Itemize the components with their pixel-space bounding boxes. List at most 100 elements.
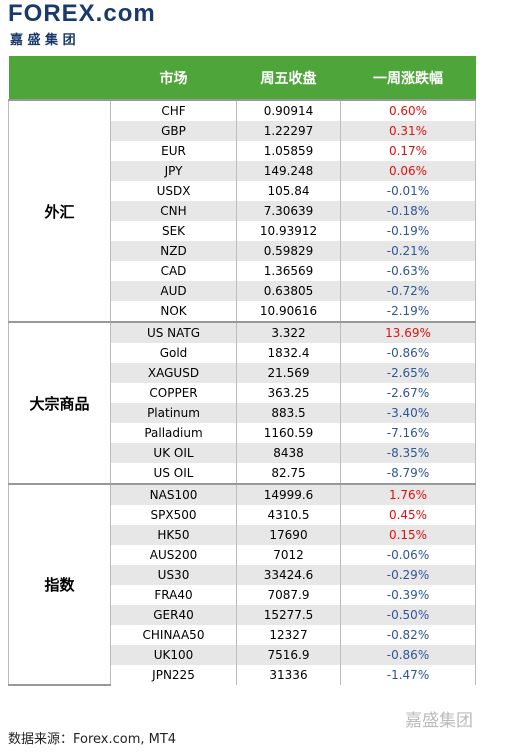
market: CHINAA50 xyxy=(110,625,237,645)
market: Palladium xyxy=(110,423,237,443)
row: SPX500 4310.5 0.45% xyxy=(9,505,476,525)
close: 31336 xyxy=(236,665,341,685)
close: 0.90914 xyxy=(236,99,341,121)
row: GER40 15277.5 -0.50% xyxy=(9,605,476,625)
row: XAGUSD 21.569 -2.65% xyxy=(9,363,476,383)
row: AUS200 7012 -0.06% xyxy=(9,545,476,565)
change: -0.01% xyxy=(340,181,476,201)
source: 数据来源：Forex.com, MT4 xyxy=(8,732,177,747)
close: 82.75 xyxy=(236,463,341,484)
row: NZD 0.59829 -0.21% xyxy=(9,241,476,261)
watermark: 嘉盛集团 xyxy=(405,711,473,731)
change: 0.45% xyxy=(340,505,476,525)
change: -8.79% xyxy=(340,463,476,484)
change: -0.72% xyxy=(340,281,476,301)
market: UK OIL xyxy=(110,443,237,463)
close: 17690 xyxy=(236,525,341,545)
close: 0.63805 xyxy=(236,281,341,301)
row: Palladium 1160.59 -7.16% xyxy=(9,423,476,443)
header-cell: 周五收盘 xyxy=(236,56,341,100)
logo: FOREX.com xyxy=(8,0,156,27)
close: 7.30639 xyxy=(236,201,341,221)
close: 21.569 xyxy=(236,363,341,383)
change: -0.18% xyxy=(340,201,476,221)
header-cell: 市场 xyxy=(110,56,237,100)
market: USDX xyxy=(110,181,237,201)
change: -8.35% xyxy=(340,443,476,463)
close: 7087.9 xyxy=(236,585,341,605)
change: 0.31% xyxy=(340,121,476,141)
market: EUR xyxy=(110,141,237,161)
close: 14999.6 xyxy=(236,483,341,505)
row: JPN225 31336 -1.47% xyxy=(9,665,476,685)
market: US OIL xyxy=(110,463,237,484)
change: -0.06% xyxy=(340,545,476,565)
market: HK50 xyxy=(110,525,237,545)
change: 0.60% xyxy=(340,99,476,121)
row: FRA40 7087.9 -0.39% xyxy=(9,585,476,605)
close: 7012 xyxy=(236,545,341,565)
close: 7516.9 xyxy=(236,645,341,665)
market: CNH xyxy=(110,201,237,221)
close: 8438 xyxy=(236,443,341,463)
row: 指数 NAS100 14999.6 1.76% xyxy=(8,483,476,686)
close: 10.90616 xyxy=(236,301,341,322)
change: -3.40% xyxy=(340,403,476,423)
change: 0.06% xyxy=(340,161,476,181)
change: -2.19% xyxy=(340,301,476,322)
market: US30 xyxy=(110,565,237,585)
change: -0.21% xyxy=(340,241,476,261)
change: -7.16% xyxy=(340,423,476,443)
row: US30 33424.6 -0.29% xyxy=(9,565,476,585)
change: -0.19% xyxy=(340,221,476,241)
row: EUR 1.05859 0.17% xyxy=(9,141,476,161)
company: 嘉 盛 集 团 xyxy=(10,33,76,48)
row: SEK 10.93912 -0.19% xyxy=(9,221,476,241)
market: COPPER xyxy=(110,383,237,403)
change: -0.63% xyxy=(340,261,476,281)
market: XAGUSD xyxy=(110,363,237,383)
close: 363.25 xyxy=(236,383,341,403)
group-name: 大宗商品 xyxy=(8,321,111,485)
change: -1.47% xyxy=(340,665,476,685)
change: -2.65% xyxy=(340,363,476,383)
table: 市场 周五收盘 一周涨跌幅 外汇 CHF 0.90914 0.60% GBP 1.2229… xyxy=(8,56,476,686)
close: 10.93912 xyxy=(236,221,341,241)
row: GBP 1.22297 0.31% xyxy=(9,121,476,141)
market: US NATG xyxy=(110,321,237,343)
group-name: 指数 xyxy=(8,483,111,686)
market: NZD xyxy=(110,241,237,261)
close: 1160.59 xyxy=(236,423,341,443)
row: JPY 149.248 0.06% xyxy=(9,161,476,181)
close: 1.22297 xyxy=(236,121,341,141)
row: CAD 1.36569 -0.63% xyxy=(9,261,476,281)
market: NAS100 xyxy=(110,483,237,505)
change: -0.50% xyxy=(340,605,476,625)
row: 外汇 CHF 0.90914 0.60% xyxy=(8,99,476,323)
market: NOK xyxy=(110,301,237,322)
row: HK50 17690 0.15% xyxy=(9,525,476,545)
row: US OIL 82.75 -8.79% xyxy=(9,463,476,484)
row: NOK 10.90616 -2.19% xyxy=(9,301,476,322)
market: JPY xyxy=(110,161,237,181)
market: SPX500 xyxy=(110,505,237,525)
market: CHF xyxy=(110,99,237,121)
header-cell: 一周涨跌幅 xyxy=(340,56,476,100)
change: 13.69% xyxy=(340,321,476,343)
change: -0.39% xyxy=(340,585,476,605)
row: AUD 0.63805 -0.72% xyxy=(9,281,476,301)
close: 883.5 xyxy=(236,403,341,423)
row: UK100 7516.9 -0.86% xyxy=(9,645,476,665)
change: 0.17% xyxy=(340,141,476,161)
change: 0.15% xyxy=(340,525,476,545)
close: 0.59829 xyxy=(236,241,341,261)
row: Gold 1832.4 -0.86% xyxy=(9,343,476,363)
change: -2.67% xyxy=(340,383,476,403)
close: 15277.5 xyxy=(236,605,341,625)
close: 149.248 xyxy=(236,161,341,181)
close: 3.322 xyxy=(236,321,341,343)
row: COPPER 363.25 -2.67% xyxy=(9,383,476,403)
market: FRA40 xyxy=(110,585,237,605)
row: CHINAA50 12327 -0.82% xyxy=(9,625,476,645)
